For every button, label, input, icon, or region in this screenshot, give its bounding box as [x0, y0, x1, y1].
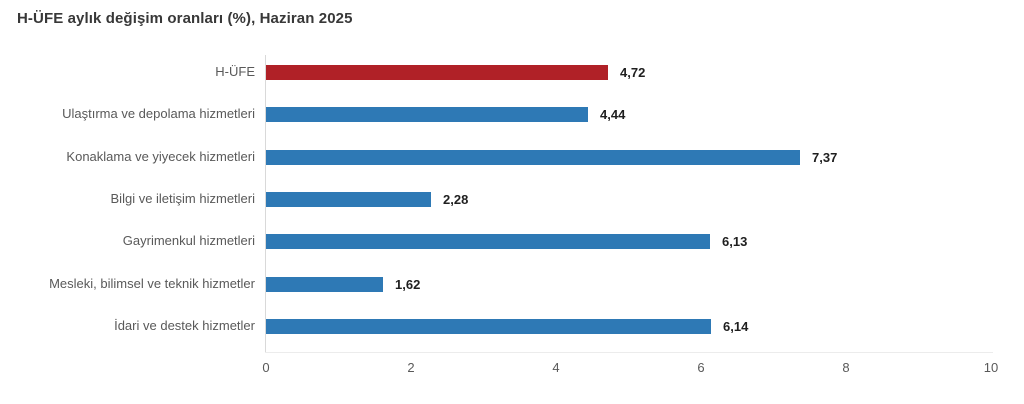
- value-label: 7,37: [812, 150, 838, 165]
- x-tick-label: 2: [407, 360, 415, 375]
- x-tick-label: 10: [983, 360, 999, 375]
- category-label: Mesleki, bilimsel ve teknik hizmetler: [49, 276, 255, 291]
- category-label: H-ÜFE: [215, 64, 255, 79]
- x-tick-label: 4: [552, 360, 560, 375]
- value-label: 4,44: [600, 107, 626, 122]
- category-label: Gayrimenkul hizmetleri: [122, 233, 255, 248]
- category-label: Ulaştırma ve depolama hizmetleri: [62, 106, 255, 121]
- value-label: 6,14: [723, 319, 749, 334]
- bar: [266, 150, 800, 165]
- category-label: İdari ve destek hizmetler: [114, 318, 255, 333]
- x-tick-label: 0: [262, 360, 270, 375]
- category-label: Konaklama ve yiyecek hizmetleri: [66, 149, 255, 164]
- value-label: 6,13: [722, 234, 748, 249]
- x-tick-label: 6: [697, 360, 705, 375]
- value-label: 2,28: [443, 192, 469, 207]
- bar: [266, 234, 710, 249]
- bar: [266, 65, 608, 80]
- category-label: Bilgi ve iletişim hizmetleri: [110, 191, 255, 206]
- bar: [266, 319, 711, 334]
- bar: [266, 192, 431, 207]
- x-axis-line: [265, 352, 993, 353]
- value-label: 4,72: [620, 65, 646, 80]
- y-axis-line: [265, 55, 266, 352]
- bar: [266, 277, 383, 292]
- chart-title: H-ÜFE aylık değişim oranları (%), Hazira…: [17, 10, 353, 27]
- x-tick-label: 8: [842, 360, 850, 375]
- value-label: 1,62: [395, 277, 421, 292]
- bar: [266, 107, 588, 122]
